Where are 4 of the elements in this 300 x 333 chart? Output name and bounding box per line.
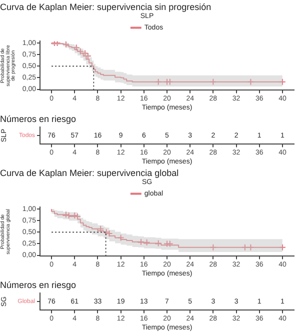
chart-title: Curva de Kaplan Meier: supervivencia sin progresión bbox=[0, 2, 212, 12]
chart-title: Curva de Kaplan Meier: supervivencia global bbox=[0, 168, 179, 178]
chart-title: Números en riesgo bbox=[0, 280, 76, 290]
chart-title: Números en riesgo bbox=[0, 114, 76, 124]
